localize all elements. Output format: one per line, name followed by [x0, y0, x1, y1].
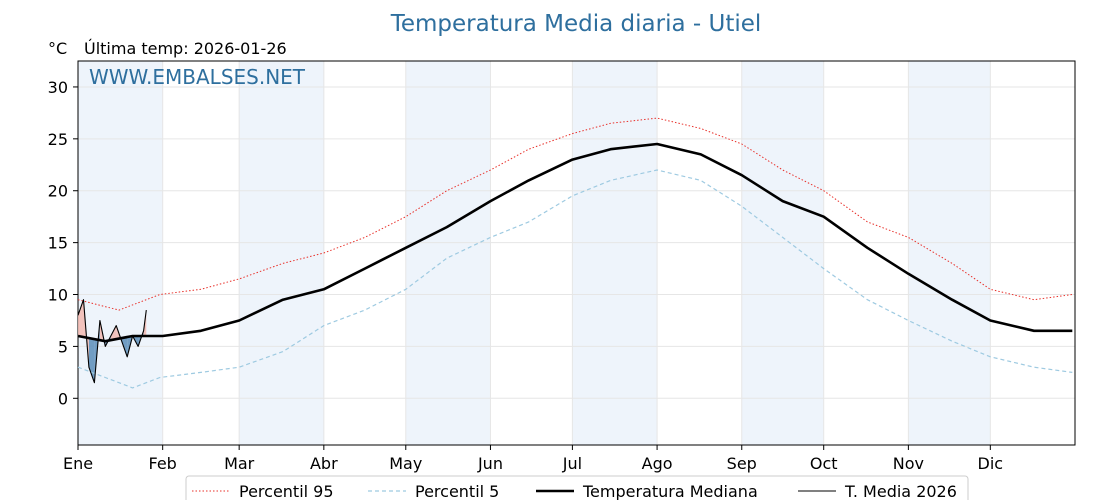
legend-label: Percentil 95 [239, 482, 334, 500]
x-tick-label: Abr [310, 454, 338, 473]
y-tick-label: 15 [48, 234, 68, 253]
month-band [405, 61, 491, 445]
y-tick-label: 10 [48, 286, 68, 305]
legend-label: Percentil 5 [415, 482, 499, 500]
x-tick-label: Dic [978, 454, 1004, 473]
month-band [239, 61, 324, 445]
chart-title: Temperatura Media diaria - Utiel [390, 11, 762, 37]
series-line [77, 117, 1073, 311]
month-band [78, 61, 163, 445]
x-tick-label: Jun [477, 454, 503, 473]
legend-label: T. Media 2026 [844, 482, 957, 500]
grid-lines [77, 61, 1075, 445]
x-axis-ticks: Ene Feb Mar Abr May Jun Jul Ago Sep Oct Nov Dic [63, 445, 1003, 473]
month-bands [78, 61, 991, 445]
x-tick-label: Ago [642, 454, 673, 473]
x-tick-label: Mar [224, 454, 255, 473]
anomaly-fill [88, 338, 95, 383]
x-tick-label: Oct [810, 454, 838, 473]
x-tick-label: May [389, 454, 422, 473]
x-tick-label: Ene [63, 454, 93, 473]
y-axis-ticks: 0 5 10 15 20 25 30 [48, 78, 78, 408]
series-lines [77, 117, 1073, 389]
month-band [741, 61, 824, 445]
y-tick-label: 5 [58, 337, 68, 356]
y-tick-label: 30 [48, 78, 68, 97]
legend: Percentil 95 Percentil 5 Temperatura Media… [185, 475, 969, 500]
plot-frame [77, 60, 1076, 446]
anomaly-fill [78, 299, 84, 338]
legend-label: Temperatura Mediana [582, 482, 758, 500]
series-line [77, 142, 1073, 343]
x-tick-label: Jul [562, 454, 582, 473]
last-temp-label: Última temp: 2026-01-26 [84, 39, 287, 58]
x-tick-label: Nov [893, 454, 924, 473]
month-band [572, 61, 658, 445]
series-line [77, 299, 147, 384]
legend-box [185, 475, 969, 500]
month-band [908, 61, 991, 445]
watermark: WWW.EMBALSES.NET [89, 65, 306, 89]
series-line [77, 169, 1073, 389]
x-tick-label: Sep [727, 454, 757, 473]
y-tick-label: 0 [58, 389, 68, 408]
x-tick-label: Feb [149, 454, 177, 473]
y-tick-label: 20 [48, 182, 68, 201]
y-tick-label: 25 [48, 130, 68, 149]
unit-label: °C [48, 39, 67, 58]
